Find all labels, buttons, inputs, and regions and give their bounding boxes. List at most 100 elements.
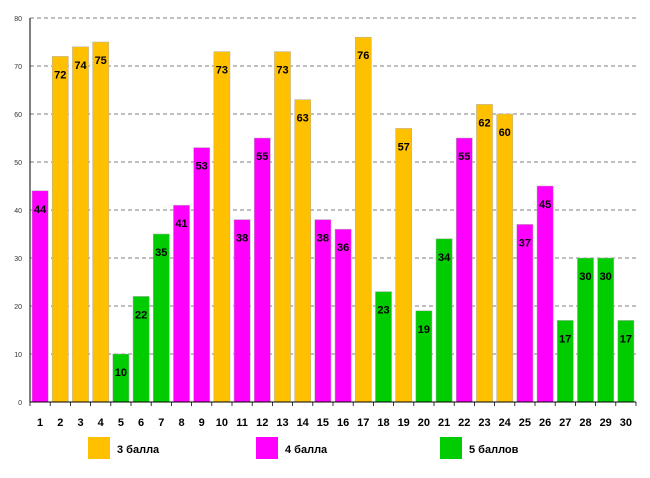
legend-label-5-ballov: 5 баллов (469, 444, 519, 456)
legend-label-3-balla: 3 балла (117, 444, 160, 456)
data-label: 76 (357, 50, 369, 62)
x-tick-label: 13 (276, 417, 288, 429)
x-axis-ticks: 1 2 3 4 5 6 7 8 9 10 11 12 13 14 15 16 17 18 19 20 21 22 23 24 2… (29, 402, 637, 429)
bar-8 (173, 204, 190, 403)
x-tick-label: 24 (499, 417, 512, 429)
bar-22 (455, 137, 473, 403)
x-tick-label: 23 (478, 417, 490, 429)
y-tick-label: 20 (14, 304, 22, 311)
x-tick-label: 11 (236, 417, 248, 429)
x-tick-label: 5 (118, 417, 124, 429)
y-tick-label: 60 (14, 112, 22, 119)
data-label: 30 (600, 271, 612, 283)
data-label: 17 (620, 333, 632, 345)
data-label: 10 (115, 367, 127, 379)
data-label: 44 (34, 204, 47, 216)
bar-19 (395, 128, 413, 403)
x-tick-label: 25 (519, 417, 531, 429)
data-label: 30 (579, 271, 591, 283)
data-label: 17 (559, 333, 571, 345)
data-label: 34 (438, 252, 451, 264)
x-tick-label: 16 (337, 417, 349, 429)
y-tick-label: 70 (14, 64, 22, 71)
x-tick-label: 17 (357, 417, 369, 429)
x-tick-label: 15 (317, 417, 329, 429)
data-label: 62 (478, 117, 490, 129)
bar-4 (92, 41, 110, 403)
data-label: 57 (398, 141, 410, 153)
x-tick-label: 21 (438, 417, 450, 429)
x-tick-label: 3 (77, 417, 83, 429)
bar-11 (233, 219, 251, 403)
bar-13 (274, 51, 291, 403)
y-tick-label: 30 (14, 256, 22, 263)
data-label: 60 (499, 127, 511, 139)
bar-7 (152, 233, 170, 403)
y-tick-label: 50 (14, 160, 22, 167)
bar-14 (294, 99, 312, 403)
legend-label-4-balla: 4 балла (285, 444, 328, 456)
x-tick-label: 10 (216, 417, 228, 429)
legend-swatch-4-balla (256, 437, 278, 459)
data-label: 38 (236, 233, 248, 245)
data-label: 55 (458, 151, 470, 163)
bar-24 (496, 113, 514, 403)
bar-15 (314, 219, 332, 403)
x-tick-label: 30 (620, 417, 632, 429)
bar-17 (354, 36, 372, 403)
x-tick-label: 18 (377, 417, 389, 429)
x-tick-label: 28 (579, 417, 591, 429)
data-label: 55 (256, 151, 268, 163)
data-label: 73 (216, 65, 228, 77)
data-labels: 44 72 74 75 10 22 35 41 53 73 38 55 73 63 38 36 76 23 57 19… (34, 50, 632, 379)
legend-swatch-3-balla (88, 437, 110, 459)
y-tick-label: 80 (14, 16, 22, 23)
bar-12 (253, 137, 271, 403)
data-label: 73 (276, 65, 288, 77)
x-tick-label: 27 (559, 417, 571, 429)
bar-1 (31, 190, 49, 403)
data-label: 35 (155, 247, 167, 259)
x-tick-label: 29 (600, 417, 612, 429)
bars (31, 36, 635, 403)
bar-9 (193, 147, 211, 403)
data-label: 36 (337, 242, 349, 254)
x-tick-label: 4 (98, 417, 105, 429)
bar-25 (516, 224, 534, 403)
data-label: 45 (539, 199, 551, 211)
x-tick-label: 22 (458, 417, 470, 429)
x-tick-label: 1 (37, 417, 43, 429)
bar-23 (476, 104, 493, 403)
data-label: 23 (377, 305, 389, 317)
x-tick-label: 6 (138, 417, 144, 429)
x-tick-label: 2 (57, 417, 63, 429)
data-label: 41 (175, 218, 187, 230)
data-label: 75 (95, 55, 107, 67)
x-tick-label: 19 (398, 417, 410, 429)
gridlines (30, 17, 636, 355)
bar-26 (536, 185, 554, 403)
x-tick-label: 26 (539, 417, 551, 429)
bar-10 (213, 51, 231, 403)
x-tick-label: 14 (297, 417, 310, 429)
y-tick-label: 0 (18, 400, 22, 407)
data-label: 63 (297, 113, 309, 125)
y-tick-label: 40 (14, 208, 22, 215)
x-tick-label: 9 (199, 417, 205, 429)
x-tick-label: 20 (418, 417, 430, 429)
data-label: 72 (54, 69, 66, 81)
data-label: 37 (519, 237, 531, 249)
legend-swatch-5-ballov (440, 437, 462, 459)
legend: 3 балла 4 балла 5 баллов (88, 437, 519, 459)
x-tick-label: 12 (256, 417, 268, 429)
data-label: 53 (196, 161, 208, 173)
bar-2 (51, 56, 69, 403)
y-axis-ticks: 0 10 20 30 40 50 60 70 80 (14, 16, 22, 407)
data-label: 38 (317, 233, 329, 245)
bar-16 (334, 228, 352, 403)
bar-3 (72, 46, 89, 403)
x-tick-label: 7 (158, 417, 164, 429)
y-tick-label: 10 (14, 352, 22, 359)
data-label: 22 (135, 309, 147, 321)
